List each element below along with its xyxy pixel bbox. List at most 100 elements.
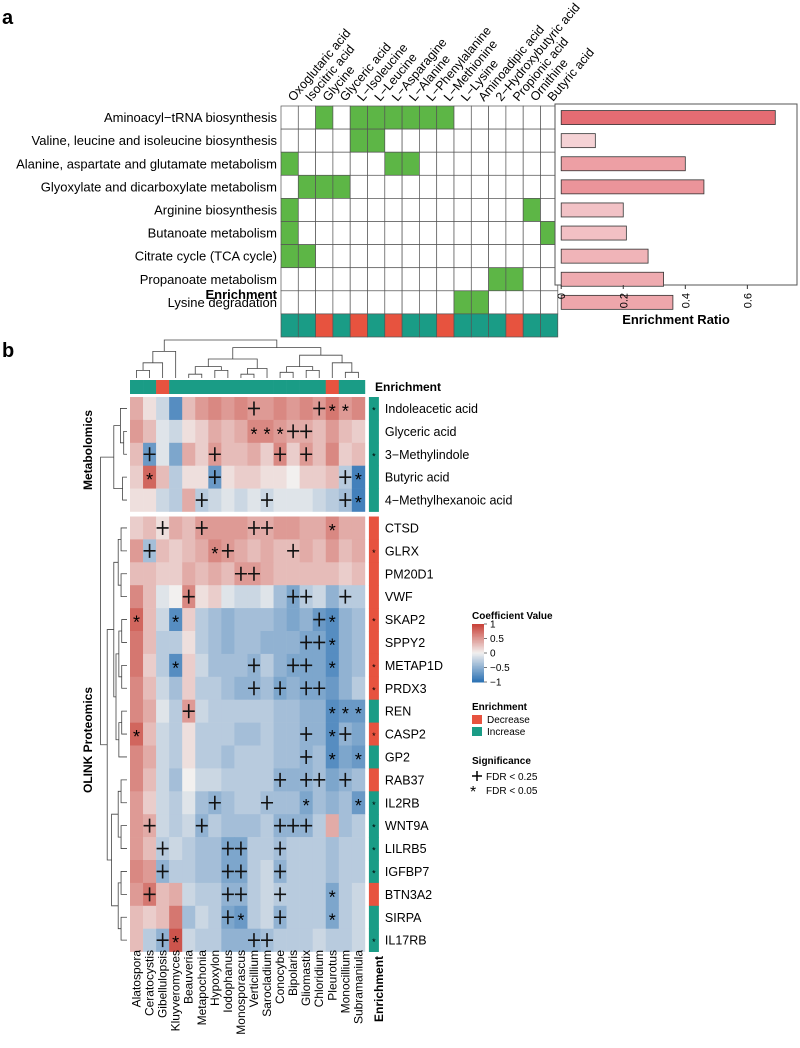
heatmap-cell xyxy=(234,676,248,700)
heatmap-cell xyxy=(169,745,183,769)
membership-cell xyxy=(384,221,403,245)
fdr-plus-marker xyxy=(339,470,352,485)
membership-cell xyxy=(315,151,334,176)
increase-swatch xyxy=(472,727,482,736)
fdr-star-marker: * xyxy=(133,613,140,633)
colorbar-segment xyxy=(472,639,484,642)
row-label: METAP1D xyxy=(385,659,443,673)
dendrogram-branch xyxy=(232,347,322,359)
row-enrichment-cell xyxy=(368,791,379,815)
heatmap-cell xyxy=(351,539,366,563)
enrichment-ratio-bar xyxy=(560,271,664,287)
heatmap-cell xyxy=(325,928,340,952)
fdr-star-marker: * xyxy=(264,424,271,444)
membership-cell xyxy=(280,174,299,199)
heatmap-cell xyxy=(208,488,222,512)
membership-cell xyxy=(367,267,386,292)
heatmap-cell xyxy=(247,419,261,444)
membership-cell xyxy=(436,128,455,153)
heatmap-cell xyxy=(221,631,235,655)
heatmap-cell xyxy=(208,397,222,421)
heatmap-cell xyxy=(260,837,274,861)
heatmap-cell xyxy=(130,928,144,952)
colorbar-segment xyxy=(472,637,484,639)
heatmap-cell xyxy=(312,585,327,609)
fdr-star-marker: * xyxy=(329,910,336,930)
heatmap-cell xyxy=(260,442,274,466)
row-enrichment-cell xyxy=(368,905,379,930)
dendrogram-branch xyxy=(188,373,203,378)
heatmap-cell xyxy=(182,562,196,586)
fdr-plus-marker xyxy=(261,795,274,810)
heatmap-cell xyxy=(156,562,170,586)
heatmap-cell xyxy=(143,676,157,700)
heatmap-cell xyxy=(182,928,196,952)
heatmap-cell xyxy=(312,465,327,489)
heatmap-cell xyxy=(312,722,327,746)
heatmap-cell xyxy=(169,608,183,632)
significance-legend-title: Significance xyxy=(472,756,531,767)
dendrogram-branch xyxy=(117,539,122,586)
pathway-label: Valine, leucine and isoleucine biosynthe… xyxy=(32,133,278,148)
enrichment-cell xyxy=(436,313,455,338)
fdr-plus-marker xyxy=(221,543,234,558)
heatmap-cell xyxy=(221,745,235,769)
heatmap-cell xyxy=(351,791,366,815)
heatmap-cell xyxy=(273,928,287,952)
heatmap-cell xyxy=(195,442,209,466)
membership-cell xyxy=(401,151,420,176)
colorbar-segment xyxy=(472,651,484,654)
heatmap-cell xyxy=(299,465,313,489)
membership-cell xyxy=(488,151,507,176)
heatmap-cell xyxy=(351,631,366,655)
membership-cell xyxy=(470,267,489,292)
fdr-plus-marker xyxy=(247,933,260,948)
heatmap-cell xyxy=(351,608,366,632)
colorbar-segment xyxy=(472,634,484,637)
membership-cell xyxy=(349,198,368,222)
heatmap-cell xyxy=(221,562,235,586)
dendrogram-branch xyxy=(279,371,294,378)
heatmap-cell xyxy=(351,442,366,466)
heatmap-cell xyxy=(312,814,327,838)
heatmap-cell xyxy=(273,516,287,540)
heatmap-cell xyxy=(351,837,366,861)
heatmap-cell xyxy=(221,419,235,444)
enrichment-cell xyxy=(297,313,316,338)
membership-cell xyxy=(453,198,472,222)
heatmap-cell xyxy=(234,699,248,723)
membership-cell xyxy=(367,174,386,199)
heatmap-cell xyxy=(143,768,157,792)
heatmap-cell xyxy=(286,676,300,700)
column-enrichment-cell xyxy=(338,380,353,394)
heatmap-cell xyxy=(273,608,287,632)
heatmap-cell xyxy=(351,516,366,540)
heatmap-cell xyxy=(325,860,340,884)
heatmap-cell xyxy=(208,745,222,769)
fdr-star-marker: * xyxy=(355,493,362,513)
pathway-label: Arginine biosynthesis xyxy=(154,202,277,217)
membership-cell xyxy=(315,267,334,292)
enrichment-ratio-bar xyxy=(560,156,686,172)
membership-cell xyxy=(453,290,472,315)
heatmap-cell xyxy=(325,837,340,861)
heatmap-cell xyxy=(325,791,340,815)
fdr-plus-marker xyxy=(182,589,195,604)
membership-cell xyxy=(401,198,420,222)
membership-cell xyxy=(315,198,334,222)
fdr-plus-marker xyxy=(287,818,300,833)
group-label-metabolomics: Metabolomics xyxy=(81,410,95,490)
row-enrichment-dot: * xyxy=(372,405,376,415)
heatmap-cell xyxy=(260,676,274,700)
heatmap-cell xyxy=(195,699,209,723)
heatmap-cell xyxy=(312,791,327,815)
fdr-plus-marker xyxy=(300,818,313,833)
heatmap-cell xyxy=(182,676,196,700)
row-label: CTSD xyxy=(385,521,419,535)
heatmap-cell xyxy=(234,745,248,769)
heatmap-cell xyxy=(286,465,300,489)
heatmap-cell xyxy=(273,397,287,421)
membership-cell xyxy=(401,267,420,292)
heatmap-cell xyxy=(195,539,209,563)
dendrogram-branch xyxy=(118,722,127,758)
